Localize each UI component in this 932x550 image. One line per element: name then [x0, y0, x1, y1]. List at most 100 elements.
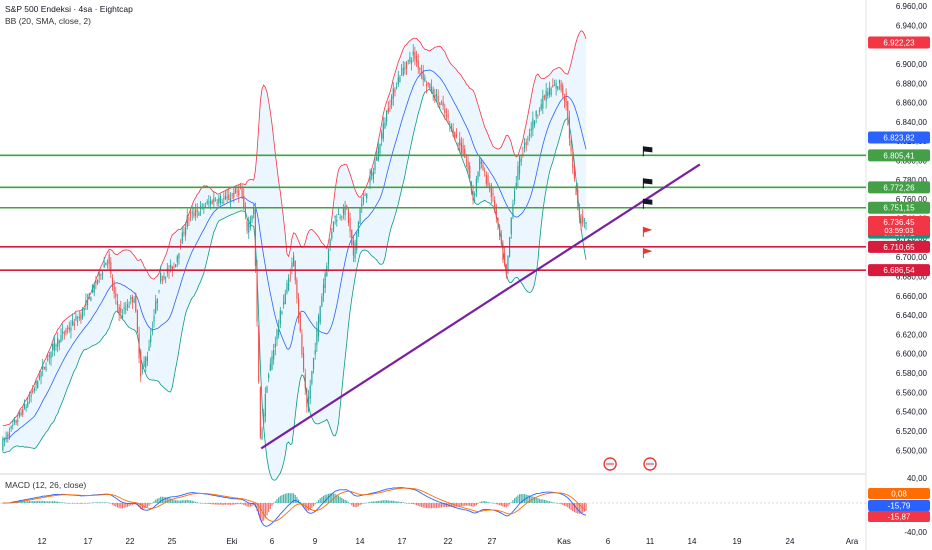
candle	[201, 203, 203, 210]
candle-body	[116, 301, 119, 306]
candle	[57, 332, 59, 353]
macd-histogram-bar	[545, 500, 547, 503]
candle-body	[577, 189, 579, 204]
candle	[67, 324, 69, 334]
candle	[163, 272, 165, 281]
macd-histogram-bar	[452, 503, 454, 507]
macd-histogram-bar	[440, 503, 443, 508]
macd-histogram-bar	[148, 503, 150, 506]
macd-histogram-bar	[281, 495, 283, 503]
candle-body	[291, 262, 293, 268]
candle	[344, 200, 346, 221]
candle	[100, 273, 102, 280]
candle-body	[533, 121, 536, 126]
macd-histogram-bar	[38, 501, 40, 503]
candle	[484, 167, 486, 177]
flag-icon	[642, 248, 653, 259]
candle-body	[465, 159, 467, 161]
candle	[106, 259, 109, 269]
macd-histogram-bar	[276, 499, 278, 503]
candle	[494, 196, 496, 213]
candle	[141, 363, 143, 375]
macd-histogram-bar	[396, 501, 398, 503]
candle	[8, 427, 11, 440]
candle	[306, 387, 308, 413]
candle-body	[444, 108, 446, 114]
candle	[135, 292, 137, 313]
macd-histogram-bar	[341, 498, 343, 503]
candle	[523, 137, 526, 153]
macd-histogram-bar	[40, 500, 42, 503]
candle	[528, 128, 531, 142]
candle	[307, 390, 310, 413]
candle-body	[73, 322, 75, 326]
candle-body	[10, 426, 12, 428]
candle	[13, 416, 16, 426]
horizontal-levels[interactable]	[0, 154, 866, 271]
candle-body	[243, 195, 245, 208]
candle	[427, 82, 429, 88]
candle-body	[489, 188, 491, 191]
candle-body	[424, 77, 426, 81]
candle	[175, 263, 177, 268]
candle	[434, 88, 436, 104]
candle-body	[420, 71, 423, 74]
macd-histogram-bar	[236, 503, 238, 505]
macd-histogram-bar	[289, 493, 291, 503]
candle	[455, 128, 458, 139]
macd-histogram-bar	[376, 501, 378, 503]
candle-body	[445, 115, 448, 116]
candle	[357, 220, 359, 237]
candle	[254, 202, 256, 273]
macd-histogram-bar	[294, 494, 296, 503]
trendline[interactable]	[260, 163, 701, 450]
macd-histogram-bar	[244, 503, 246, 506]
candle-body	[452, 128, 454, 137]
candle-body	[15, 420, 17, 423]
candle	[279, 306, 281, 329]
candle	[568, 110, 570, 146]
candle-body	[131, 296, 134, 302]
macd-histogram-bar	[435, 503, 438, 508]
macd-histogram-bar	[329, 493, 331, 503]
macd-histogram-bar	[20, 501, 22, 503]
candle	[324, 268, 326, 293]
candle	[582, 209, 584, 227]
candle	[309, 379, 311, 405]
candle	[298, 292, 300, 324]
candle-body	[48, 354, 50, 358]
macd-histogram-bar	[572, 503, 574, 512]
candle-body	[331, 231, 333, 239]
macd-histogram-bar	[460, 503, 462, 507]
candle-body	[430, 86, 433, 93]
candle-body	[206, 201, 208, 204]
candle	[22, 406, 24, 418]
candle-body	[324, 273, 326, 289]
price-axis[interactable]: 6.960,006.940,006.920,006.900,006.880,00…	[868, 2, 930, 537]
candle	[379, 143, 381, 157]
macd-histogram-bar	[298, 499, 300, 503]
candle-body	[55, 344, 57, 347]
macd-histogram-bar	[522, 494, 524, 503]
candle	[146, 351, 148, 366]
candle	[198, 211, 200, 216]
candle-body	[372, 171, 374, 180]
candle-body	[123, 307, 125, 309]
candle-body	[161, 279, 163, 281]
macd-histogram-bar	[309, 503, 311, 510]
candle	[143, 356, 145, 368]
flag-cloth	[643, 226, 653, 233]
candle-body	[86, 299, 89, 306]
candle-body	[130, 297, 132, 300]
macd-histogram-bar	[150, 503, 152, 505]
candle-body	[557, 86, 559, 90]
candle-body	[209, 200, 212, 205]
time-axis[interactable]: 12 17 22 25 Eki 6 9 14 17 22 27 Kas 6 11 14 19 24 Ara	[38, 537, 859, 546]
candle	[366, 193, 368, 203]
price-label: 6.772,26	[868, 181, 930, 194]
macd-histogram-bar	[354, 503, 356, 508]
macd-histogram-bar	[420, 503, 423, 507]
macd-histogram-bar	[439, 503, 441, 508]
price-tick: 6.780,00	[896, 176, 928, 185]
